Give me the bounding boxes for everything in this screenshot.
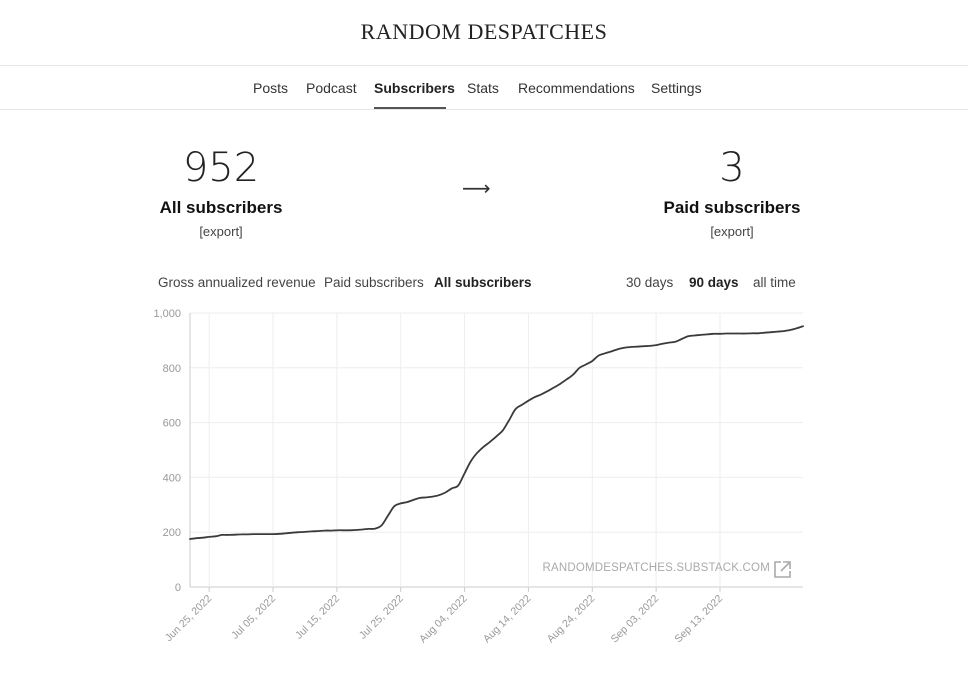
all-subscribers-count: 952 bbox=[182, 145, 260, 191]
arrow-right-icon: ⟶ bbox=[462, 178, 491, 200]
all-subscribers-export-link[interactable]: [export] bbox=[199, 224, 243, 239]
y-tick-label: 400 bbox=[163, 472, 181, 484]
series-line-all-subscribers bbox=[189, 325, 804, 540]
paid-subscribers-count: 3 bbox=[719, 145, 745, 191]
nav-tabs: Posts Podcast Subscribers Stats Recommen… bbox=[0, 66, 968, 110]
x-tick-label: Aug 14, 2022 bbox=[481, 593, 534, 646]
tab-stats[interactable]: Stats bbox=[467, 80, 499, 96]
x-tick-label: Jun 25, 2022 bbox=[163, 593, 215, 645]
x-tick-label: Aug 24, 2022 bbox=[545, 593, 598, 646]
x-tick-label: Aug 04, 2022 bbox=[417, 593, 470, 646]
active-tab-underline bbox=[374, 107, 446, 109]
range-90-days[interactable]: 90 days bbox=[689, 275, 739, 290]
tab-posts[interactable]: Posts bbox=[253, 80, 289, 96]
y-tick-label: 1,000 bbox=[153, 308, 181, 320]
paid-subscribers-label: Paid subscribers bbox=[663, 198, 801, 217]
all-subscribers-label: All subscribers bbox=[159, 198, 283, 217]
tab-subscribers[interactable]: Subscribers bbox=[374, 80, 455, 96]
x-tick-label: Jul 05, 2022 bbox=[229, 593, 278, 642]
range-30-days[interactable]: 30 days bbox=[626, 275, 674, 290]
y-axis-ticks: 0 200 400 600 800 1,000 bbox=[153, 308, 181, 594]
filter-all-subscribers[interactable]: All subscribers bbox=[434, 275, 532, 290]
paid-subscribers-stat: 3 Paid subscribers [export] bbox=[632, 148, 832, 239]
filter-gross-revenue[interactable]: Gross annualized revenue bbox=[158, 275, 316, 290]
y-tick-label: 600 bbox=[163, 418, 181, 430]
chart-grid bbox=[189, 312, 803, 592]
external-link-icon[interactable] bbox=[774, 561, 791, 578]
paid-subscribers-export-link[interactable]: [export] bbox=[710, 224, 754, 239]
y-tick-label: 0 bbox=[175, 582, 181, 594]
tab-settings[interactable]: Settings bbox=[651, 80, 702, 96]
x-axis-ticks: Jun 25, 2022 Jul 05, 2022 Jul 15, 2022 Jul … bbox=[163, 593, 725, 646]
filter-paid-subscribers[interactable]: Paid subscribers bbox=[324, 275, 424, 290]
y-tick-label: 200 bbox=[163, 527, 181, 539]
tab-podcast[interactable]: Podcast bbox=[306, 80, 357, 96]
x-tick-label: Jul 15, 2022 bbox=[293, 593, 342, 642]
x-tick-label: Sep 03, 2022 bbox=[609, 593, 662, 646]
all-subscribers-stat: 952 All subscribers [export] bbox=[121, 148, 321, 239]
tab-recommendations[interactable]: Recommendations bbox=[518, 80, 635, 96]
y-tick-label: 800 bbox=[163, 363, 181, 375]
site-title[interactable]: RANDOM DESPATCHES bbox=[360, 19, 608, 44]
substack-watermark[interactable]: RANDOMDESPATCHES.SUBSTACK.COM bbox=[542, 562, 770, 574]
x-tick-label: Jul 25, 2022 bbox=[357, 593, 406, 642]
masthead: RANDOM DESPATCHES bbox=[0, 0, 968, 66]
range-all-time[interactable]: all time bbox=[753, 275, 796, 290]
x-tick-label: Sep 13, 2022 bbox=[672, 593, 725, 646]
